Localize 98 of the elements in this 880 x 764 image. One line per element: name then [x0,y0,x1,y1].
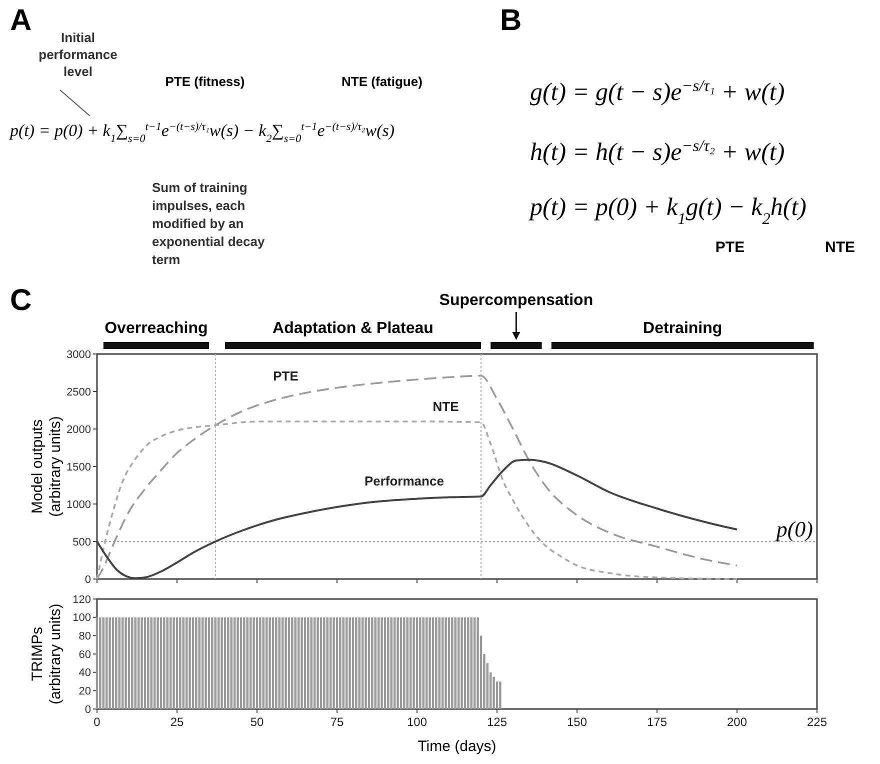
series-label: NTE [432,399,460,414]
bar [300,617,303,709]
text: Detraining [643,320,722,337]
y-tick-label: 60 [78,648,91,661]
bar [268,617,271,709]
y-tick-label: 3000 [66,348,91,361]
bar [188,617,191,709]
bar [252,617,255,709]
bar [380,617,383,709]
bar [275,617,278,709]
x-tick-label: 175 [646,715,668,729]
bar [435,617,438,709]
text: NTE [825,239,855,256]
bar [396,617,399,709]
bar [227,617,230,709]
x-tick-label: 75 [330,715,344,729]
bar [179,617,182,709]
text: Sum of training impulses, each modified by an exponential decay term [152,180,266,267]
y-tick-label: 40 [78,667,91,680]
bar [236,617,239,709]
x-tick-label: 100 [406,715,428,729]
bar [371,617,374,709]
y-tick-label: 80 [78,630,91,643]
x-tick-label: 150 [566,715,588,729]
bar [355,617,358,709]
y-axis-title: TRIMPs (arbitrary units) [29,604,64,704]
bar [115,617,118,709]
bar [412,617,415,709]
bar [140,617,143,709]
chart-title: C [10,284,32,317]
bar [284,617,287,709]
y-tick-label: 0 [84,574,91,586]
y-tick-label: 500 [72,536,91,548]
bar [259,617,262,709]
bar [419,617,422,709]
bar [124,617,127,709]
text: Initial performance level [38,30,118,79]
bar [348,617,351,709]
bar [307,617,310,709]
bar [364,617,367,709]
text: Overreaching [104,320,208,337]
x-tick-label: 50 [250,715,264,729]
bar [108,617,111,709]
ref-line-label: p(0) [774,516,813,542]
bar [204,617,207,709]
x-tick-label: 125 [486,715,508,729]
bar [476,617,479,709]
bar [99,617,102,709]
y-tick-label: 1500 [66,461,91,474]
bar [211,617,214,709]
text: g(t) = g(t − s)e$^{−s/τ₁}$ + w(t) [530,77,785,106]
y-tick-label: 0 [84,704,91,716]
x-tick-label: 25 [170,715,184,729]
text: h(t) = h(t − s)e$^{−s/τ₂}$ + w(t) [530,137,785,166]
bar [156,617,159,709]
bar [243,617,246,709]
bar [332,617,335,709]
bar [339,617,342,709]
y-tick-label: 20 [78,686,91,698]
y-axis-title: Model outputs (arbitrary units) [29,416,64,517]
bar [323,617,326,709]
text: p(t) = p(0) + k$_{1}$∑$_{s=0}$$^{t−1}$e$^{−(t−s)/τ₁}$w(s) − k$_{2}$∑$_{s=0}$$^{t−1}$e$^{−(t−s)/τ₂}$w(s) [10,121,395,145]
text: B [500,4,522,37]
y-tick-label: 2500 [66,386,91,398]
series-label: Performance [364,473,444,488]
bar [444,617,447,709]
bar [147,617,150,709]
y-tick-label: 1000 [66,498,91,511]
text: NTE (fatigue) [342,74,422,89]
bar [291,617,294,709]
text: p(t) = p(0) + k$_{1}$g(t) − k$_{2}$h(t) [528,194,807,228]
bar [499,682,502,709]
bar [163,617,166,709]
bar [467,617,470,709]
bar [428,617,431,709]
text: PTE [715,239,745,256]
x-tick-label: 0 [94,715,101,729]
x-axis-title: Time (days) [418,738,496,755]
bar [492,676,495,709]
bar [403,617,406,709]
bar [451,617,454,709]
y-tick-label: 2000 [66,424,91,436]
bar [387,617,390,709]
y-tick-label: 120 [72,594,91,606]
bar [220,617,223,709]
x-tick-label: 225 [806,715,828,729]
text: Adaptation & Plateau [272,320,434,337]
bar [316,617,319,709]
bar [172,617,175,709]
text: PTE (fitness) [165,74,245,89]
bar [460,617,463,709]
text: Supercompensation [439,292,594,309]
series-label: PTE [273,368,299,384]
bar [131,617,134,709]
y-tick-label: 100 [72,612,91,624]
bar [195,617,198,709]
text: A [10,4,32,37]
x-tick-label: 200 [726,715,748,729]
